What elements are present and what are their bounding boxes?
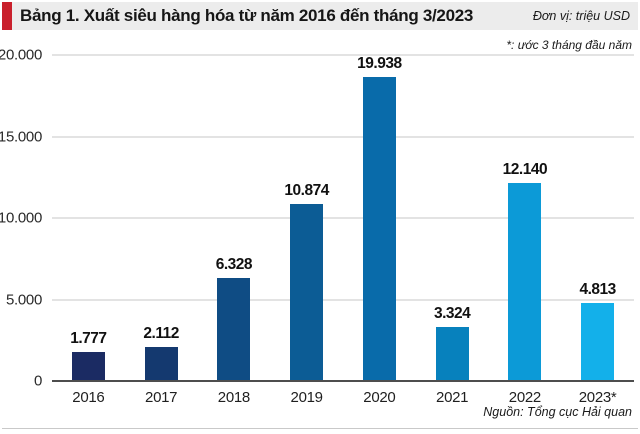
y-tick-label: 0 bbox=[33, 372, 42, 390]
bar-column: 10.874 2019 bbox=[270, 55, 343, 406]
x-axis-label: 2021 bbox=[436, 389, 469, 406]
footnote-estimate: *: ước 3 tháng đầu năm bbox=[506, 38, 632, 52]
bar-2022 bbox=[508, 183, 542, 381]
x-axis-label: 2017 bbox=[145, 389, 178, 406]
chart-title: Bảng 1. Xuất siêu hàng hóa từ năm 2016 đ… bbox=[20, 6, 474, 25]
gridline bbox=[52, 135, 634, 138]
unit-label: Đơn vị: triệu USD bbox=[532, 9, 630, 23]
x-axis-label: 2016 bbox=[72, 389, 105, 406]
bar-2018 bbox=[217, 277, 251, 381]
plot-area: 1.777 2016 2.112 2017 6.328 2018 10.874 2019 19.… bbox=[0, 47, 634, 406]
bar-value-label: 2.112 bbox=[143, 324, 179, 342]
y-tick-label: 5.000 bbox=[5, 291, 42, 308]
bar-value-label: 3.324 bbox=[433, 304, 471, 322]
bar-2020 bbox=[362, 77, 396, 381]
bar-value-label: 12.140 bbox=[502, 161, 548, 179]
bar-column: 19.938 2020 bbox=[343, 55, 416, 406]
red-accent-bar bbox=[2, 2, 12, 30]
bar-column: 12.140 2022 bbox=[489, 55, 562, 406]
x-axis-label: 2020 bbox=[363, 389, 396, 406]
gridline bbox=[52, 298, 634, 301]
bar-2019 bbox=[290, 203, 324, 381]
y-tick-label: 10.000 bbox=[0, 209, 42, 227]
bars: 1.777 2016 2.112 2017 6.328 2018 10.874 2019 19.… bbox=[52, 55, 634, 406]
bar-value-label: 6.328 bbox=[215, 255, 253, 273]
bar-column: 4.813 2023* bbox=[561, 55, 634, 406]
bar-2023-est bbox=[581, 302, 615, 381]
bar-value-label: 19.938 bbox=[357, 55, 402, 72]
bar-column: 1.777 2016 bbox=[52, 55, 125, 406]
x-axis-label: 2019 bbox=[290, 389, 323, 406]
gridline bbox=[52, 54, 634, 56]
bar-value-label: 1.777 bbox=[70, 330, 107, 348]
bottom-divider bbox=[2, 428, 638, 429]
x-axis-label: 2018 bbox=[217, 389, 250, 406]
y-tick-label: 20.000 bbox=[0, 46, 42, 64]
x-axis-line bbox=[52, 380, 634, 382]
chart-header: Bảng 1. Xuất siêu hàng hóa từ năm 2016 đ… bbox=[2, 2, 638, 30]
bar-2021 bbox=[435, 326, 469, 381]
bar-column: 6.328 2018 bbox=[198, 55, 271, 406]
x-axis-label: 2022 bbox=[508, 389, 541, 406]
bar-2017 bbox=[144, 346, 178, 381]
bar-value-label: 4.813 bbox=[579, 280, 616, 298]
source-credit: Nguồn: Tổng cục Hải quan bbox=[483, 405, 632, 419]
x-axis-label: 2023* bbox=[578, 389, 617, 406]
y-tick-label: 15.000 bbox=[0, 128, 42, 145]
bar-column: 2.112 2017 bbox=[125, 55, 198, 406]
gridline bbox=[52, 217, 634, 219]
bar-2016 bbox=[71, 352, 105, 381]
bar-value-label: 10.874 bbox=[284, 181, 329, 199]
bar-column: 3.324 2021 bbox=[416, 55, 489, 406]
